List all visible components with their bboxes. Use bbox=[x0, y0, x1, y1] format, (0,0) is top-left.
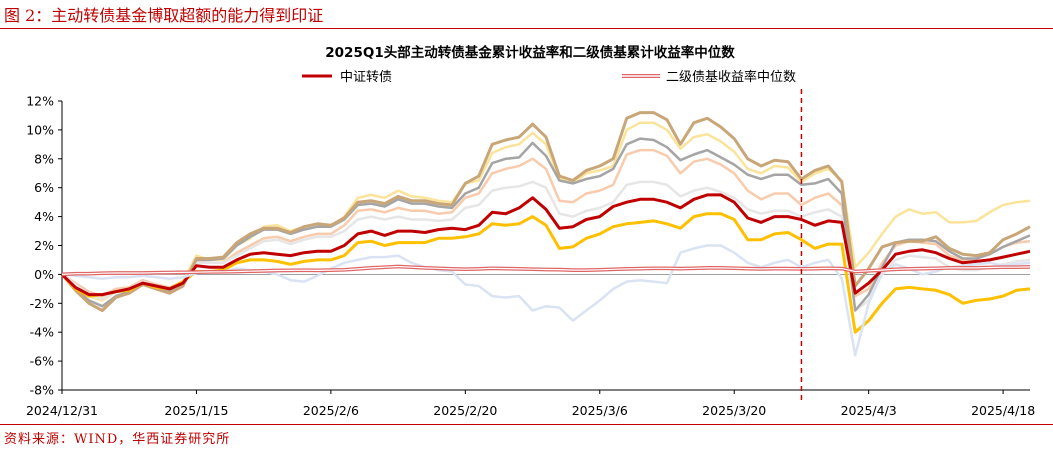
x-tick-label: 2025/3/6 bbox=[572, 403, 628, 418]
x-tick-label: 2025/4/18 bbox=[971, 403, 1035, 418]
figure-title: 图 2：主动转债基金博取超额的能力得到印证 bbox=[4, 6, 324, 25]
legend-label-bond-fund: 二级债基收益率中位数 bbox=[666, 69, 796, 85]
x-tick-label: 2024/12/31 bbox=[26, 403, 98, 418]
chart-title: 2025Q1头部主动转债基金累计收益率和二级债基累计收益率中位数 bbox=[325, 44, 735, 61]
series-lines bbox=[60, 111, 1031, 357]
y-tick-label: 8% bbox=[34, 151, 54, 166]
y-tick-label: 12% bbox=[26, 94, 54, 109]
legend: 中证转债 二级债基收益率中位数 bbox=[302, 69, 796, 85]
y-tick-label: 4% bbox=[34, 209, 54, 224]
y-tick-label: -2% bbox=[30, 296, 54, 311]
y-tick-label: 6% bbox=[34, 180, 54, 195]
series-line-6 bbox=[60, 193, 1031, 297]
x-tick-label: 2025/2/6 bbox=[303, 403, 359, 418]
x-tick-label: 2025/4/3 bbox=[841, 403, 897, 418]
legend-label-csi-cb: 中证转债 bbox=[340, 70, 392, 85]
y-tick-label: 2% bbox=[34, 238, 54, 253]
series-line-0 bbox=[61, 121, 1031, 302]
x-tick-label: 2025/1/15 bbox=[164, 403, 228, 418]
y-tick-label: -4% bbox=[30, 325, 54, 340]
x-tick-label: 2025/2/20 bbox=[433, 403, 497, 418]
y-tick-label: 10% bbox=[26, 122, 54, 137]
axes: -8% -6% -4% -2% 0% 2% 4% 6% 8% 10% 12% 2024/12/31 20… bbox=[26, 94, 1035, 419]
series-line-bond-fund-median-inner bbox=[61, 265, 1031, 275]
y-tick-label: 0% bbox=[34, 267, 54, 282]
y-tick-label: -6% bbox=[30, 354, 54, 369]
series-line-4 bbox=[60, 111, 1031, 312]
x-tick-label: 2025/3/20 bbox=[702, 403, 766, 418]
y-tick-label: -8% bbox=[30, 383, 54, 398]
source-rule bbox=[0, 424, 1053, 425]
title-rule bbox=[0, 28, 1053, 29]
source-note: 资料来源：WIND，华西证券研究所 bbox=[4, 432, 231, 447]
